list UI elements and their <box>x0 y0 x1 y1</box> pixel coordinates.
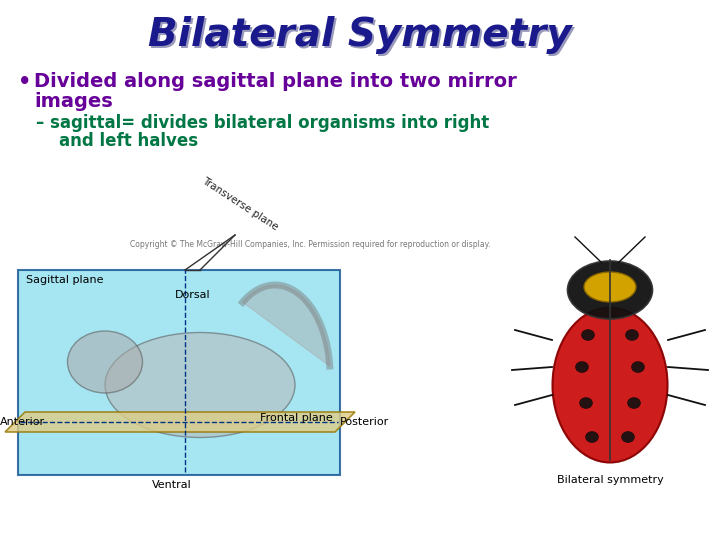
Text: Bilateral Symmetry: Bilateral Symmetry <box>148 16 572 54</box>
Ellipse shape <box>105 333 295 437</box>
Ellipse shape <box>628 397 641 408</box>
Text: Copyright © The McGraw-Hill Companies, Inc. Permission required for reproduction: Copyright © The McGraw-Hill Companies, I… <box>130 240 490 249</box>
Ellipse shape <box>580 397 593 408</box>
FancyBboxPatch shape <box>18 270 340 475</box>
Text: Anterior: Anterior <box>0 417 45 427</box>
Text: Bilateral symmetry: Bilateral symmetry <box>557 475 663 485</box>
Ellipse shape <box>621 431 634 442</box>
Ellipse shape <box>585 431 598 442</box>
Text: •: • <box>18 72 32 92</box>
Ellipse shape <box>567 261 652 319</box>
Polygon shape <box>5 412 355 432</box>
Text: and left halves: and left halves <box>36 132 198 150</box>
Text: Bilateral Symmetry: Bilateral Symmetry <box>150 18 574 56</box>
Ellipse shape <box>68 331 143 393</box>
Text: Dorsal: Dorsal <box>175 290 211 300</box>
Ellipse shape <box>626 329 639 341</box>
Text: Ventral: Ventral <box>152 480 192 490</box>
Text: Frontal plane: Frontal plane <box>260 413 333 423</box>
Ellipse shape <box>582 329 595 341</box>
Polygon shape <box>243 285 330 366</box>
Ellipse shape <box>631 361 644 373</box>
Text: Transverse plane: Transverse plane <box>200 176 280 232</box>
Text: images: images <box>34 92 113 111</box>
Text: Posterior: Posterior <box>340 417 390 427</box>
Text: – sagittal= divides bilateral organisms into right: – sagittal= divides bilateral organisms … <box>36 114 490 132</box>
Ellipse shape <box>584 272 636 302</box>
Text: Divided along sagittal plane into two mirror: Divided along sagittal plane into two mi… <box>34 72 517 91</box>
Text: Sagittal plane: Sagittal plane <box>26 275 104 285</box>
Ellipse shape <box>552 307 667 462</box>
Ellipse shape <box>575 361 588 373</box>
